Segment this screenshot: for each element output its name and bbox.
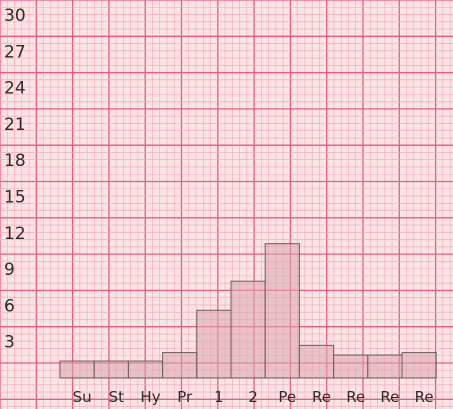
x-tick-label: Re [312,388,331,406]
bar-Re [298,344,335,379]
y-tick-label: 6 [4,296,15,316]
y-tick-label: 3 [4,333,15,353]
y-tick-label: 9 [4,260,15,280]
x-tick-label: Pr [177,388,193,406]
x-tick-label: 1 [214,388,224,406]
x-tick-label: St [109,388,125,406]
y-tick-labels: 3 6 9 12 15 18 21 24 27 30 [4,6,26,353]
bar-Re [401,352,437,379]
y-tick-label: 18 [4,151,26,171]
bars-group [59,243,437,379]
y-tick-label: 21 [4,115,26,135]
x-tick-label: 2 [248,388,258,406]
y-tick-label: 24 [4,79,26,99]
x-tick-label: Su [73,388,92,406]
x-tick-label: Pe [278,388,296,406]
bar-1 [196,309,232,379]
bar-Re [333,354,369,379]
bar-Re [367,354,403,379]
x-tick-label: Re [415,388,434,406]
y-tick-label: 12 [4,224,26,244]
y-tick-label: 15 [4,188,26,208]
x-tick-label: Re [346,388,365,406]
bar-Pr [162,352,198,379]
bar-2 [230,280,266,379]
x-tick-label: Re [380,388,399,406]
y-tick-label: 30 [4,6,26,26]
x-tick-labels: Su St Hy Pr 1 2 Pe Re Re Re Re [73,388,434,406]
y-tick-label: 27 [4,42,26,62]
bar-Hy [127,360,164,379]
bar-Su [59,360,95,379]
x-tick-label: Hy [140,388,160,406]
bar-St [93,360,129,379]
bar-Pe [264,243,300,379]
